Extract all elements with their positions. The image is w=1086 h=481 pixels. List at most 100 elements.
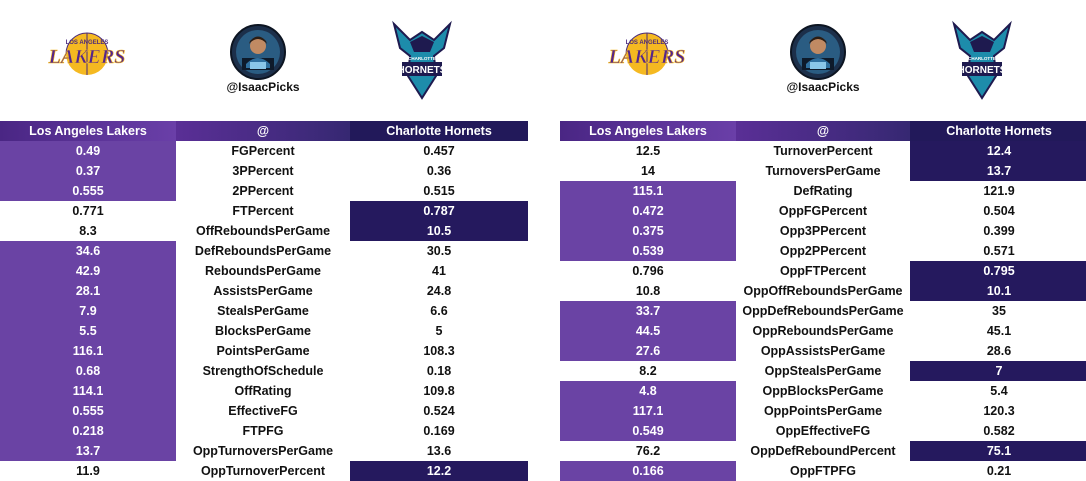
hornets-logo: CHARLOTTE HORNETS	[392, 20, 452, 100]
hornets-value: 13.7	[910, 161, 1086, 181]
hornets-value: 0.169	[423, 424, 455, 438]
stat-name: TurnoversPerGame	[765, 164, 881, 178]
hornets-logo: CHARLOTTE HORNETS	[952, 20, 1012, 100]
stat-name: OffReboundsPerGame	[195, 224, 331, 238]
table-row: 12.5 TurnoverPercent 12.4	[560, 141, 1086, 161]
stat-name: OppFTPercent	[779, 264, 867, 278]
hornets-value: 6.6	[430, 304, 448, 318]
stat-name: StealsPerGame	[217, 304, 309, 318]
right-stats-table: Los Angeles Lakers @ Charlotte Hornets 1…	[560, 121, 1086, 481]
svg-text:HORNETS: HORNETS	[958, 65, 1007, 76]
stat-name: OppTurnoverPercent	[200, 464, 326, 478]
hornets-value: 35	[992, 304, 1006, 318]
hornets-value: 0.504	[983, 204, 1015, 218]
table-row: 0.68 StrengthOfSchedule 0.18	[0, 361, 528, 381]
lakers-value: 117.1	[560, 401, 736, 421]
hornets-value: 0.571	[983, 244, 1015, 258]
lakers-value: 0.539	[560, 241, 736, 261]
right-matchup-panel: LOS ANGELES LAKERS CHARLOTTE HORNETS @Is…	[560, 0, 1086, 481]
lakers-value: 0.37	[0, 161, 176, 181]
stat-name: OppTurnoversPerGame	[192, 444, 334, 458]
stat-name: OppDefReboundsPerGame	[742, 304, 904, 318]
stat-name: DefReboundsPerGame	[194, 244, 332, 258]
table-row: 116.1 PointsPerGame 108.3	[0, 341, 528, 361]
hornets-value: 13.6	[426, 444, 452, 458]
lakers-value: 5.5	[0, 321, 176, 341]
hornets-value: 109.8	[423, 384, 455, 398]
lakers-value: 28.1	[0, 281, 176, 301]
header-team1: Los Angeles Lakers	[560, 121, 736, 141]
stat-name: Opp3PPercent	[779, 224, 867, 238]
hornets-value: 10.1	[910, 281, 1086, 301]
handle-label: @IsaacPicks	[226, 80, 300, 94]
table-row: 11.9 OppTurnoverPercent 12.2	[0, 461, 528, 481]
svg-text:HORNETS: HORNETS	[398, 65, 447, 76]
left-matchup-panel: LOS ANGELES LAKERS CHARLOTTE HORNETS @Is…	[0, 0, 528, 481]
stat-name: OppBlocksPerGame	[762, 384, 884, 398]
lakers-value: 0.549	[560, 421, 736, 441]
hornets-value: 24.8	[426, 284, 452, 298]
svg-text:CHARLOTTE: CHARLOTTE	[408, 56, 436, 61]
lakers-value: 0.771	[72, 204, 104, 218]
handle-label: @IsaacPicks	[786, 80, 860, 94]
stat-name: BlocksPerGame	[215, 324, 311, 338]
logo-header: LOS ANGELES LAKERS CHARLOTTE HORNETS @Is…	[0, 0, 528, 120]
hornets-value: 0.457	[423, 144, 455, 158]
table-row: 115.1 DefRating 121.9	[560, 181, 1086, 201]
lakers-value: 4.8	[560, 381, 736, 401]
table-row: 0.555 EffectiveFG 0.524	[0, 401, 528, 421]
stat-name: AssistsPerGame	[213, 284, 313, 298]
stat-name: OppFTPFG	[790, 464, 856, 478]
hornets-value: 0.524	[423, 404, 455, 418]
lakers-value: 33.7	[560, 301, 736, 321]
hornets-value: 0.21	[986, 464, 1012, 478]
hornets-value: 10.5	[350, 221, 528, 241]
lakers-value: 0.49	[0, 141, 176, 161]
table-row: 4.8 OppBlocksPerGame 5.4	[560, 381, 1086, 401]
table-row: 117.1 OppPointsPerGame 120.3	[560, 401, 1086, 421]
stat-name: 2PPercent	[232, 184, 294, 198]
hornets-value: 0.18	[426, 364, 452, 378]
table-row: 10.8 OppOffReboundsPerGame 10.1	[560, 281, 1086, 301]
table-row: 0.555 2PPercent 0.515	[0, 181, 528, 201]
lakers-value: 42.9	[0, 261, 176, 281]
lakers-value: 0.68	[0, 361, 176, 381]
stat-name: OppPointsPerGame	[763, 404, 883, 418]
table-row: 76.2 OppDefReboundPercent 75.1	[560, 441, 1086, 461]
stat-name: PointsPerGame	[216, 344, 310, 358]
svg-text:LAKERS: LAKERS	[48, 46, 126, 68]
hornets-value: 0.582	[983, 424, 1015, 438]
stat-name: OppDefReboundPercent	[750, 444, 896, 458]
left-table-body: 0.49 FGPercent 0.457 0.37 3PPercent 0.36 0.555…	[0, 141, 528, 481]
hornets-value: 108.3	[423, 344, 455, 358]
lakers-value: 76.2	[635, 444, 661, 458]
hornets-value: 0.515	[423, 184, 455, 198]
table-row: 7.9 StealsPerGame 6.6	[0, 301, 528, 321]
header-at: @	[176, 121, 350, 141]
isaacpicks-avatar	[790, 24, 846, 80]
lakers-value: 11.9	[76, 464, 100, 478]
stat-name: OppReboundsPerGame	[752, 324, 894, 338]
table-row: 8.2 OppStealsPerGame 7	[560, 361, 1086, 381]
hornets-value: 75.1	[910, 441, 1086, 461]
svg-text:LOS ANGELES: LOS ANGELES	[626, 40, 669, 46]
hornets-value: 28.6	[986, 344, 1012, 358]
stat-name: FGPercent	[231, 144, 295, 158]
table-row: 14 TurnoversPerGame 13.7	[560, 161, 1086, 181]
lakers-value: 27.6	[560, 341, 736, 361]
hornets-value: 120.3	[983, 404, 1015, 418]
svg-text:LOS ANGELES: LOS ANGELES	[66, 40, 109, 46]
table-header-row: Los Angeles Lakers @ Charlotte Hornets	[560, 121, 1086, 141]
table-row: 0.375 Opp3PPercent 0.399	[560, 221, 1086, 241]
table-row: 0.166 OppFTPFG 0.21	[560, 461, 1086, 481]
svg-text:LAKERS: LAKERS	[608, 46, 686, 68]
hornets-value: 5	[435, 324, 443, 338]
lakers-value: 14	[641, 164, 655, 178]
table-row: 42.9 ReboundsPerGame 41	[0, 261, 528, 281]
hornets-value: 45.1	[986, 324, 1012, 338]
lakers-value: 0.796	[632, 264, 664, 278]
header-at: @	[736, 121, 910, 141]
hornets-value: 7	[910, 361, 1086, 381]
svg-text:CHARLOTTE: CHARLOTTE	[968, 56, 996, 61]
table-row: 33.7 OppDefReboundsPerGame 35	[560, 301, 1086, 321]
